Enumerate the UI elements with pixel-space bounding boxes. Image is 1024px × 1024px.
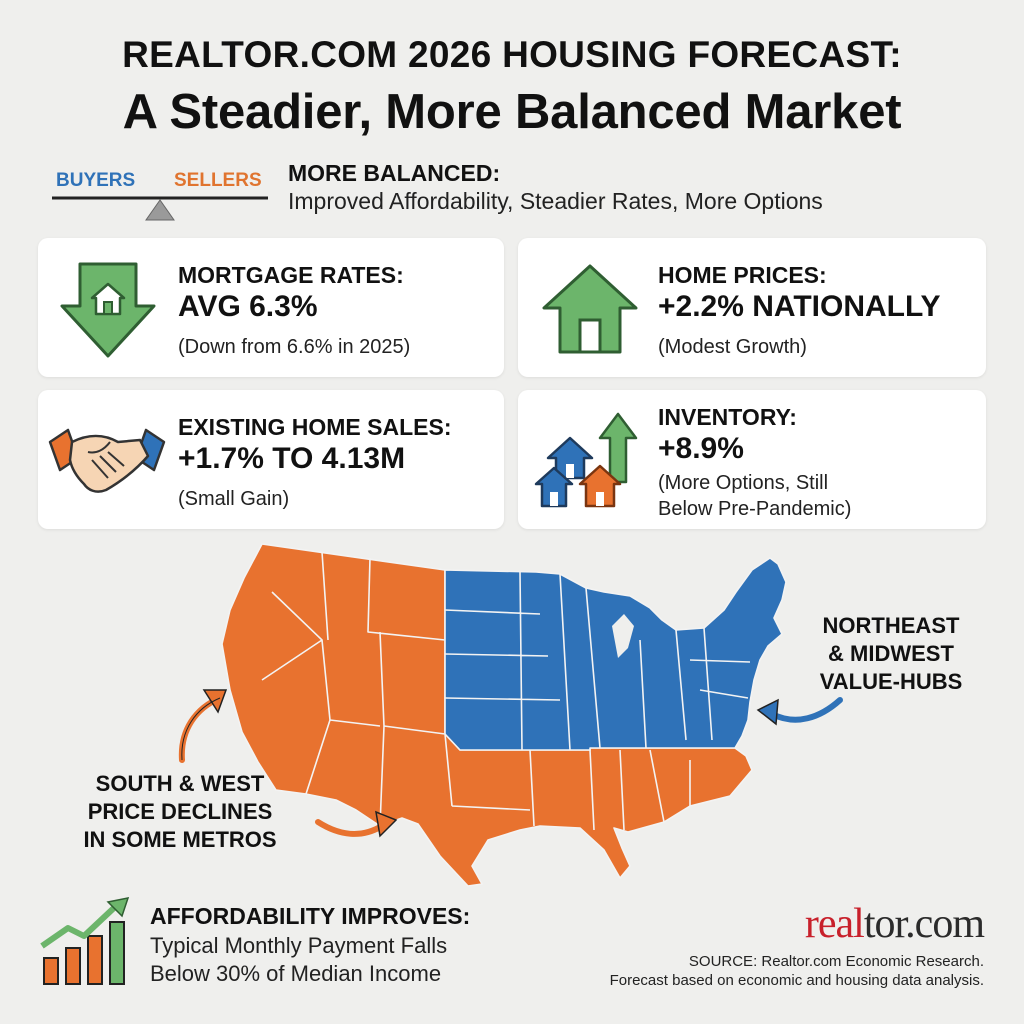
inventory-heading: INVENTORY: <box>658 404 797 430</box>
bar-chart-growth-icon <box>40 897 130 985</box>
logo-part-1: real <box>804 901 865 947</box>
south-west-callout-line-1: SOUTH & WEST <box>95 771 265 796</box>
mortgage-rates-card: MORTGAGE RATES: AVG 6.3% (Down from 6.6%… <box>38 238 504 377</box>
inventory-value: +8.9% <box>658 432 744 465</box>
page-title-line-2: A Steadier, More Balanced Market <box>122 85 902 139</box>
home-prices-card: HOME PRICES: +2.2% NATIONALLY (Modest Gr… <box>518 238 986 377</box>
northeast-callout: NORTHEAST & MIDWEST VALUE-HUBS <box>796 612 986 696</box>
source-line-1: SOURCE: Realtor.com Economic Research. <box>688 953 984 970</box>
home-prices-note: (Modest Growth) <box>658 336 807 358</box>
balance-heading: MORE BALANCED: <box>288 160 501 186</box>
home-prices-value: +2.2% NATIONALLY <box>658 290 941 323</box>
us-map <box>221 543 787 887</box>
houses-up-arrow-icon <box>534 412 638 508</box>
existing-home-sales-card: EXISTING HOME SALES: +1.7% TO 4.13M (Sma… <box>38 390 504 529</box>
scale-icon <box>52 196 268 221</box>
arrow-south-icon <box>315 819 385 837</box>
northeast-callout-line-1: NORTHEAST <box>822 613 960 638</box>
handshake-icon <box>48 428 166 493</box>
house-icon <box>542 264 638 354</box>
buyers-label: BUYERS <box>56 170 136 191</box>
sellers-label: SELLERS <box>174 170 262 191</box>
balance-scale: BUYERS SELLERS <box>46 162 276 232</box>
northeast-midwest-region <box>444 557 787 751</box>
existing-home-sales-value: +1.7% TO 4.13M <box>178 442 406 475</box>
affordability-subtext: Typical Monthly Payment Falls Below 30% … <box>150 932 447 988</box>
existing-home-sales-heading: EXISTING HOME SALES: <box>178 414 452 440</box>
northeast-callout-line-2: & MIDWEST <box>828 641 954 666</box>
inventory-note-line-1: (More Options, Still <box>658 472 829 494</box>
source-note: SOURCE: Realtor.com Economic Research. F… <box>610 952 984 990</box>
affordability-heading: AFFORDABILITY IMPROVES: <box>150 903 471 929</box>
mortgage-rates-value: AVG 6.3% <box>178 290 318 323</box>
mortgage-rates-note: (Down from 6.6% in 2025) <box>178 336 411 358</box>
arrow-northeast-icon <box>769 697 843 723</box>
south-west-region <box>221 543 753 887</box>
source-line-2: Forecast based on economic and housing d… <box>609 972 984 989</box>
south-west-callout-line-2: PRICE DECLINES <box>87 799 273 824</box>
home-prices-heading: HOME PRICES: <box>658 262 827 288</box>
south-west-callout-line-3: IN SOME METROS <box>83 827 277 852</box>
affordability-line-1: Typical Monthly Payment Falls <box>150 933 448 958</box>
mortgage-rates-heading: MORTGAGE RATES: <box>178 262 404 288</box>
down-arrow-house-icon <box>60 262 156 358</box>
existing-home-sales-note: (Small Gain) <box>178 488 290 510</box>
south-west-callout: SOUTH & WEST PRICE DECLINES IN SOME METR… <box>70 770 290 854</box>
balance-subtext: Improved Affordability, Steadier Rates, … <box>288 188 823 214</box>
inventory-card: INVENTORY: +8.9% (More Options, Still Be… <box>518 390 986 529</box>
realtor-logo: realtor.com <box>804 900 985 948</box>
page-title-line-1: REALTOR.COM 2026 HOUSING FORECAST: <box>122 34 902 75</box>
northeast-callout-line-3: VALUE-HUBS <box>819 669 963 694</box>
affordability-line-2: Below 30% of Median Income <box>150 961 442 986</box>
inventory-note-line-2: Below Pre-Pandemic) <box>658 498 852 520</box>
logo-part-2: tor.com <box>863 901 985 947</box>
